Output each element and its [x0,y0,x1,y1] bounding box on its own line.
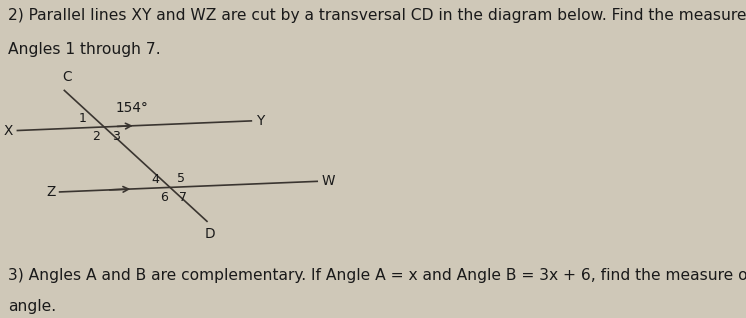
Text: 2: 2 [93,130,100,143]
Text: 3: 3 [112,130,119,143]
Text: Angles 1 through 7.: Angles 1 through 7. [7,42,160,57]
Text: angle.: angle. [7,299,56,314]
Text: X: X [4,123,13,137]
Text: Y: Y [256,114,264,128]
Text: 3) Angles A and B are complementary. If Angle A = x and Angle B = 3x + 6, find t: 3) Angles A and B are complementary. If … [7,268,746,283]
Text: 1: 1 [79,112,87,125]
Text: W: W [322,174,335,188]
Text: 7: 7 [179,191,187,204]
Text: D: D [204,227,215,241]
Text: 2) Parallel lines XY and WZ are cut by a transversal CD in the diagram below. Fi: 2) Parallel lines XY and WZ are cut by a… [7,8,746,23]
Text: C: C [62,70,72,84]
Text: Z: Z [46,185,55,199]
Text: 4: 4 [151,173,159,186]
Text: 5: 5 [177,172,184,185]
Text: 6: 6 [160,191,168,204]
Text: 154°: 154° [116,100,148,114]
